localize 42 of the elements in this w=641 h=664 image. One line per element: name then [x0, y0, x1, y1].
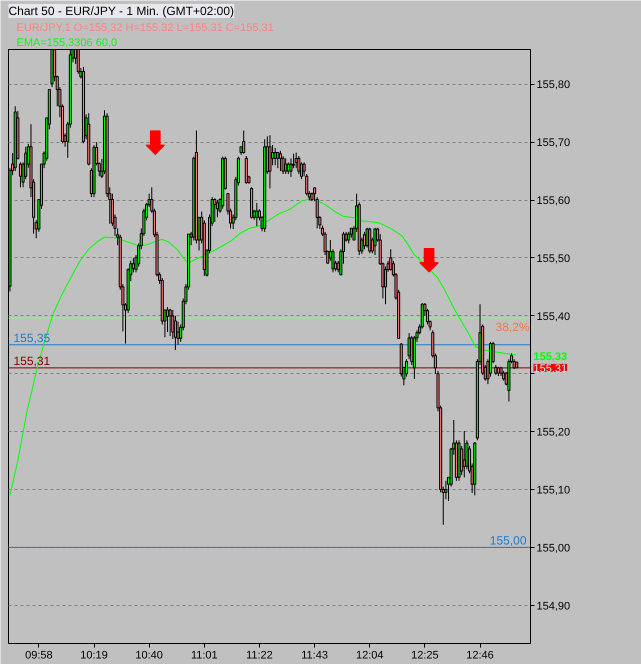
candlestick — [294, 152, 298, 169]
candlestick — [289, 158, 293, 178]
candlestick — [347, 231, 350, 244]
candlestick — [404, 358, 408, 378]
candlestick — [242, 130, 246, 154]
text: EMA=155,3306 60,0 — [16, 37, 118, 49]
candlestick — [494, 364, 498, 376]
annotation: 155,31 — [534, 362, 568, 375]
y-tick-label: 155,40 — [536, 310, 570, 323]
x-tick-label: 10:40 — [135, 650, 163, 662]
candlestick — [368, 227, 372, 254]
x-tick-label: 12:25 — [411, 650, 439, 662]
candlestick — [284, 158, 288, 174]
candlestick — [213, 198, 216, 223]
candlestick — [168, 308, 172, 337]
candlestick — [499, 366, 503, 377]
candlestick — [316, 196, 319, 229]
x-tick-label: 12:46 — [466, 650, 494, 662]
x-tick-label: 12:04 — [356, 650, 384, 662]
y-tick-label: 155,50 — [536, 252, 570, 265]
y-tick-label: 155,70 — [536, 137, 570, 150]
x-tick-label: 11:22 — [246, 650, 273, 662]
candlestick — [274, 147, 277, 166]
data-label: 155,33 — [534, 351, 568, 364]
y-tick-label: 155,10 — [536, 484, 570, 496]
y-tick-label: 154,90 — [536, 600, 570, 612]
y-tick-label: 155,20 — [536, 426, 570, 439]
y-tick-label: 155,80 — [536, 79, 570, 92]
x-tick-label: 09:58 — [25, 650, 53, 662]
x-tick-label: 11:01 — [190, 650, 218, 662]
chart-title: Chart 50 - EUR/JPY - 1 Min. (GMT+02:00) — [8, 4, 234, 18]
y-tick-label: 155,00 — [536, 542, 570, 554]
x-tick-label: 10:19 — [80, 650, 108, 662]
candlestick — [462, 430, 466, 478]
y-tick-label: 155,60 — [536, 195, 570, 208]
candlestick — [276, 152, 280, 169]
ref-line-label: 155,00 — [490, 533, 527, 548]
x-tick-label: 11:43 — [301, 650, 328, 662]
candlestick — [410, 336, 414, 366]
annotation: 38,2% — [496, 320, 530, 334]
text: EUR/JPY,1 O=155,32 H=155,32 L=155,31 C=155,31 — [16, 22, 274, 34]
candlestick — [278, 150, 282, 172]
